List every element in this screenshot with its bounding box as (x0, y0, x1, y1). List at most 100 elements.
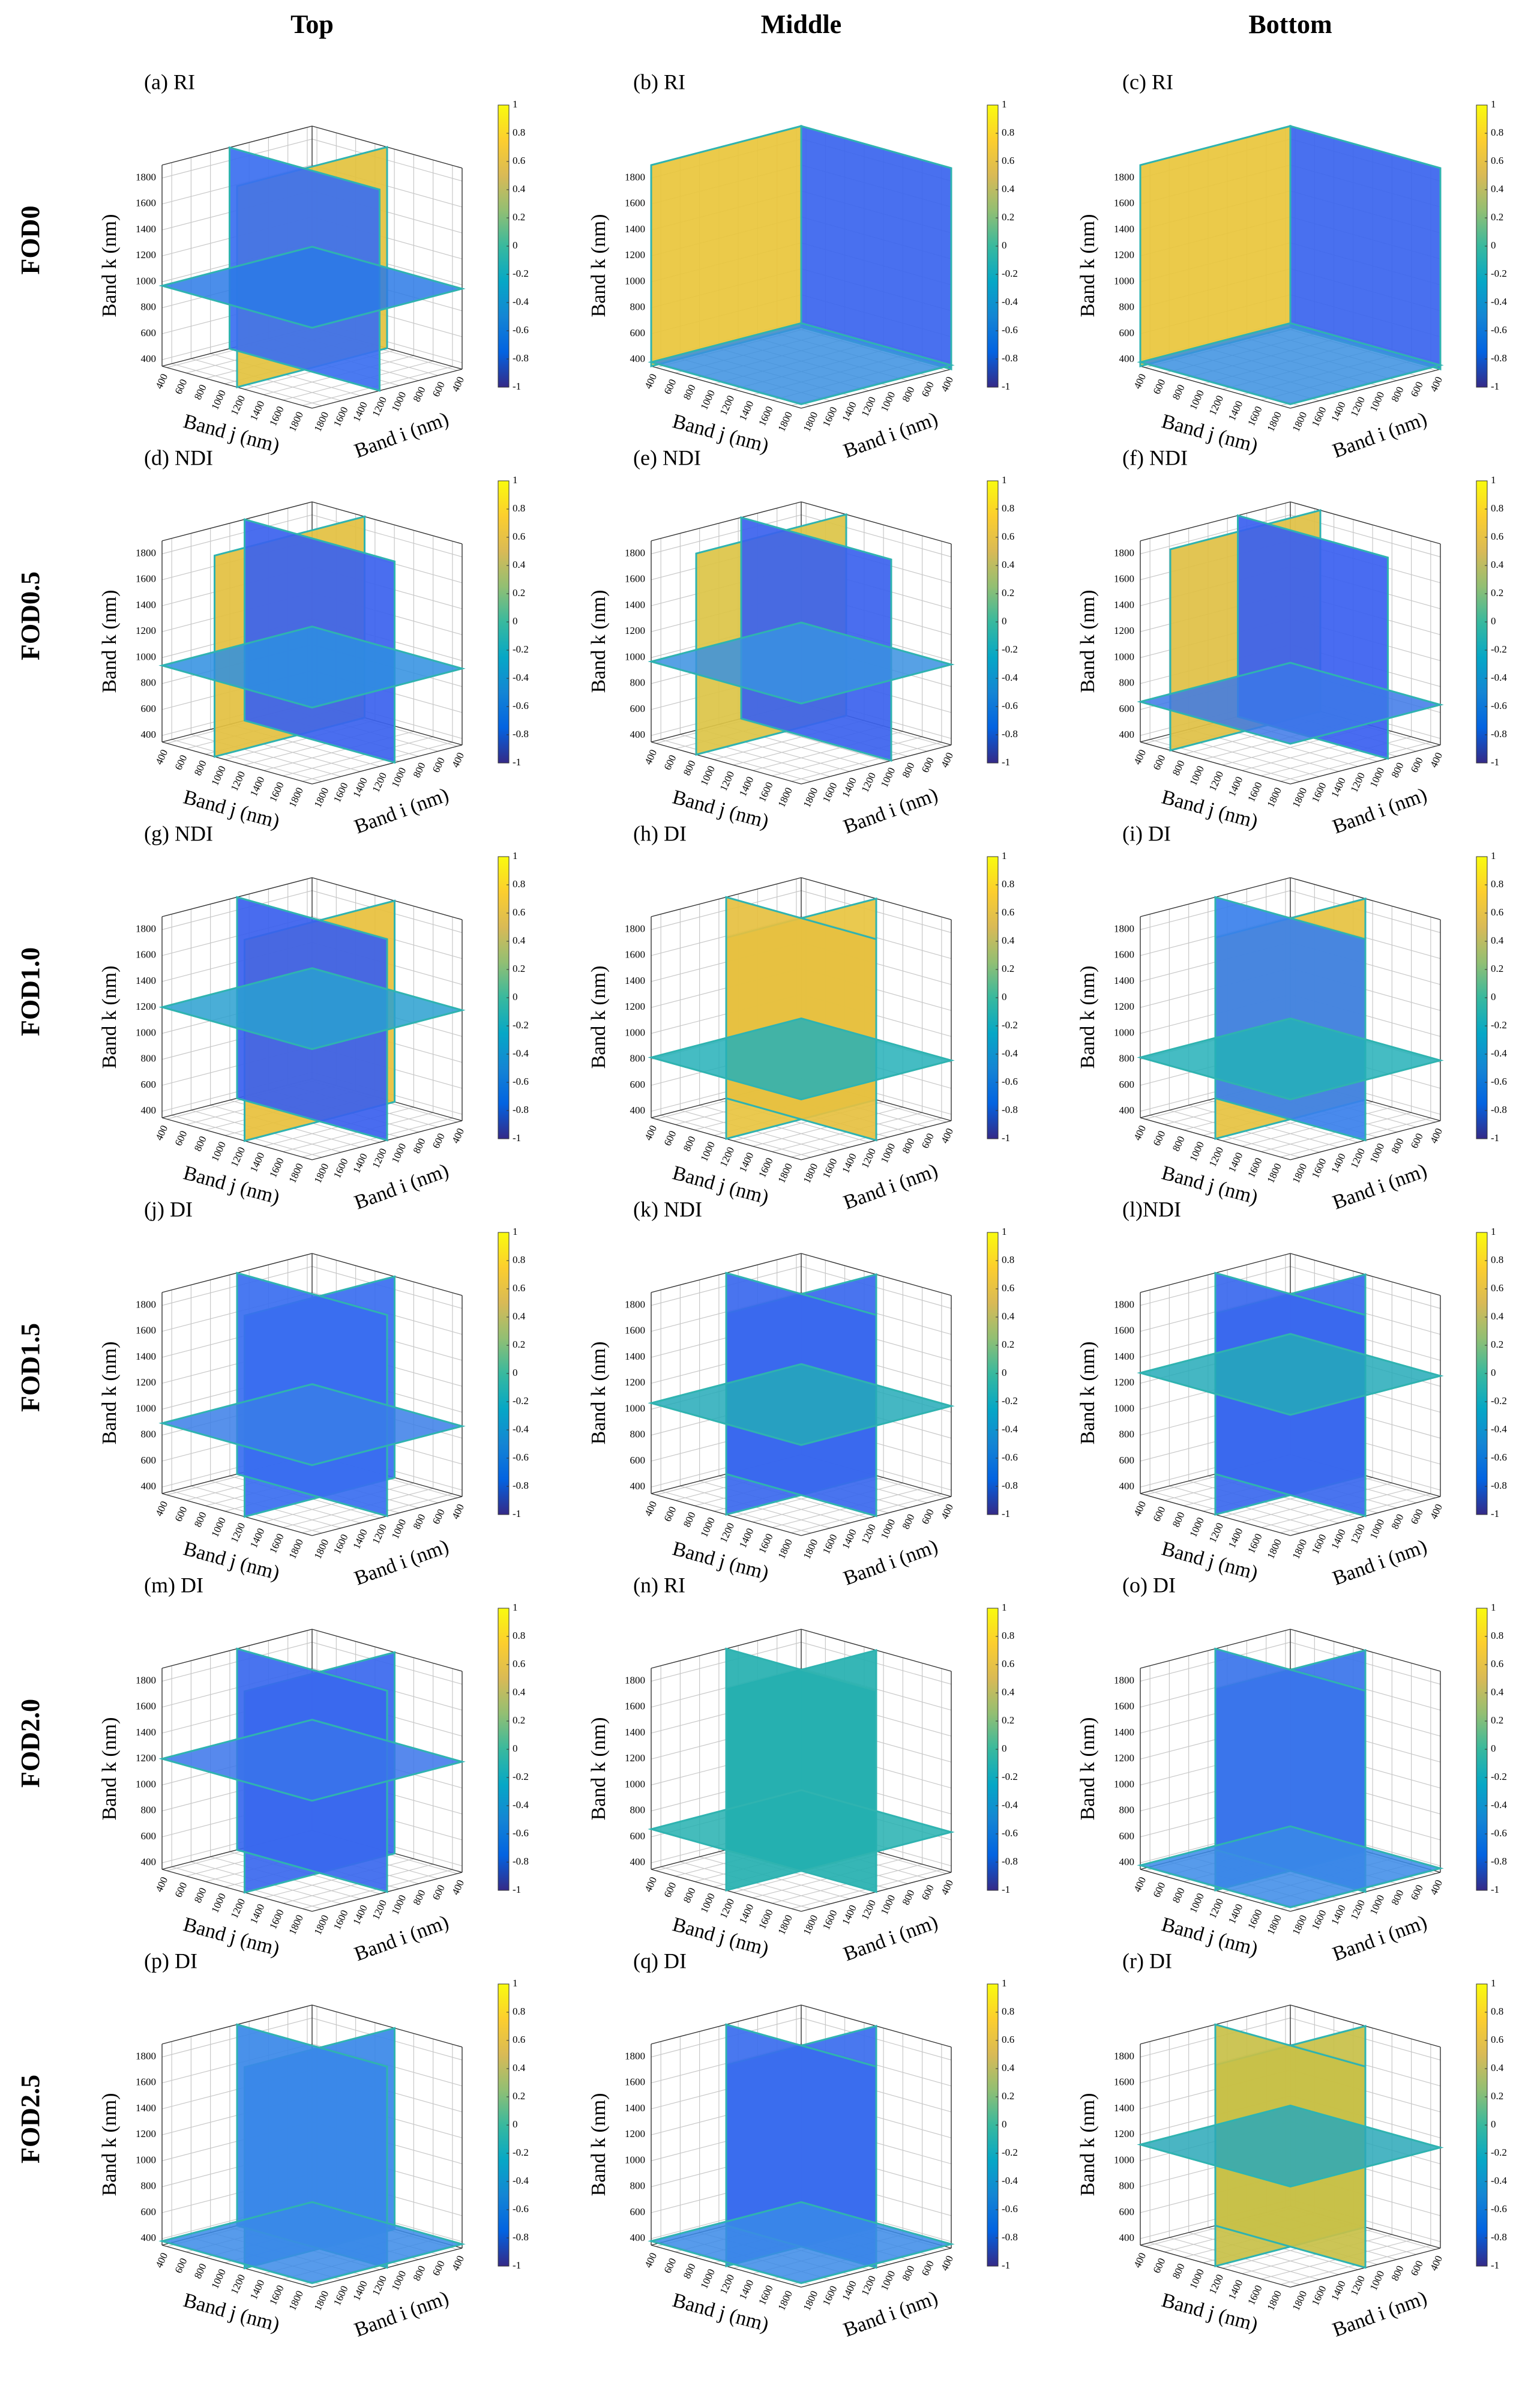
z-tick-label: 800 (1119, 1805, 1135, 1816)
z-tick-label: 1600 (136, 573, 156, 585)
z-tick-label: 1600 (136, 1325, 156, 1336)
y-tick-label: 400 (1428, 1878, 1445, 1896)
y-tick-label: 1200 (370, 1898, 389, 1922)
colorbar-tick-label: -0.6 (1491, 324, 1507, 336)
x-tick-label: 1800 (286, 1537, 305, 1561)
x-tick-label: 600 (661, 1129, 678, 1148)
y-tick-label: 1200 (1348, 1147, 1367, 1170)
z-tick-label: 1600 (625, 1325, 645, 1336)
x-tick-label: 400 (153, 2251, 170, 2270)
colorbar-tick-label: 0 (1491, 240, 1496, 251)
z-tick-label: 400 (630, 2232, 646, 2243)
x-tick-label: 1400 (737, 2278, 756, 2302)
colorbar-tick-label: 0 (513, 1367, 518, 1378)
colorbar-tick-label: -0.6 (1002, 1076, 1018, 1087)
z-axis-label: Band k (nm) (1077, 590, 1099, 693)
z-tick-label: 600 (1119, 1455, 1135, 1466)
panel-label: (p) DI (144, 1949, 197, 1973)
x-tick-label: 400 (153, 1875, 170, 1894)
x-tick-label: 800 (192, 1886, 209, 1905)
colorbar-tick-label: -0.8 (1491, 1856, 1507, 1867)
y-tick-label: 1000 (879, 390, 898, 414)
colorbar-tick-label: 0.6 (513, 1658, 525, 1669)
colorbar-tick-label: 0 (1491, 1743, 1496, 1754)
x-tick-label: 600 (661, 1505, 678, 1524)
z-tick-label: 1800 (625, 547, 645, 559)
z-tick-label: 600 (141, 2206, 157, 2218)
y-tick-label: 1000 (879, 1893, 898, 1917)
slice-k (1137, 662, 1444, 745)
z-tick-label: 1000 (625, 651, 645, 662)
box-edge (311, 369, 463, 409)
colorbar-tick-label: 0.8 (513, 1630, 525, 1641)
z-tick-label: 1400 (136, 1726, 156, 1738)
z-tick-label: 1600 (136, 2076, 156, 2088)
z-tick-label: 1400 (1114, 1351, 1134, 1362)
colorbar-tick-label: -0.4 (1491, 2175, 1507, 2186)
x-tick-label: 1600 (267, 1532, 286, 1555)
y-tick-label: 1600 (820, 781, 840, 804)
x-tick-label: 1000 (209, 1140, 228, 1163)
z-tick-label: 600 (1119, 2206, 1135, 2218)
colorbar-tick-label: -0.2 (1491, 268, 1507, 279)
y-tick-label: 600 (430, 380, 447, 399)
z-tick-label: 1200 (1114, 1001, 1134, 1012)
y-tick-label: 1200 (370, 2274, 389, 2297)
x-tick-label: 1600 (267, 780, 286, 804)
y-tick-label: 1200 (859, 1522, 878, 1546)
x-tick-label: 600 (172, 753, 189, 772)
colorbar-tick-label: -0.8 (1491, 2231, 1507, 2243)
x-tick-label: 600 (1150, 1129, 1167, 1148)
z-tick-label: 1000 (136, 651, 156, 662)
colorbar-tick-label: 0.6 (1002, 1658, 1014, 1669)
x-tick-label: 1000 (1187, 1140, 1206, 1163)
colorbar-tick-label: 0.6 (513, 1282, 525, 1294)
grid-line (1140, 514, 1291, 555)
y-tick-label: 600 (1409, 380, 1425, 399)
colorbar-tick-label: 1 (1002, 1602, 1007, 1613)
z-tick-label: 1200 (625, 2128, 645, 2139)
z-tick-label: 1800 (1114, 547, 1134, 559)
colorbar-tick-label: 0 (513, 2118, 518, 2130)
z-tick-label: 400 (141, 729, 157, 740)
z-axis-label: Band k (nm) (98, 966, 121, 1069)
colorbar-tick-label: 0.4 (1491, 935, 1504, 946)
box-edge (311, 1253, 463, 1296)
x-axis-label: Band j (nm) (1160, 2289, 1260, 2336)
colorbar-tick-label: -0.6 (1491, 1452, 1507, 1463)
box-edge (161, 741, 313, 785)
z-axis-label: Band k (nm) (588, 214, 610, 318)
x-tick-label: 1000 (1187, 388, 1206, 412)
colorbar-tick-label: 0 (1002, 1367, 1007, 1378)
x-tick-label: 1200 (718, 770, 737, 793)
x-tick-label: 1000 (1187, 764, 1206, 788)
x-tick-label: 1800 (775, 1537, 795, 1561)
z-tick-label: 400 (1119, 1480, 1135, 1492)
y-tick-label: 1600 (331, 1533, 350, 1556)
z-tick-label: 1800 (625, 1675, 645, 1686)
z-tick-label: 1400 (1114, 1726, 1134, 1738)
colorbar-tick-label: 0.6 (513, 155, 525, 166)
colorbar-tick-label: -0.6 (1002, 1827, 1018, 1839)
x-tick-label: 1200 (1207, 2273, 1226, 2296)
slice-k (648, 1789, 955, 1872)
y-tick-label: 1200 (1348, 771, 1367, 794)
y-tick-label: 1600 (331, 405, 350, 429)
y-tick-label: 800 (900, 1136, 917, 1155)
y-tick-label: 600 (1409, 756, 1425, 774)
colorbar-tick-label: 1 (1491, 850, 1496, 861)
colorbar-tick-label: 0.2 (1002, 1714, 1014, 1726)
colorbar-tick-label: -1 (513, 1132, 521, 1144)
y-tick-label: 400 (450, 2254, 466, 2272)
colorbar-tick-label: -0.8 (1002, 1480, 1018, 1491)
panel-label: (l)NDI (1122, 1197, 1181, 1221)
x-tick-label: 1800 (1265, 410, 1284, 433)
colorbar-tick-label: -0.2 (1002, 268, 1018, 279)
z-tick-label: 800 (141, 1053, 157, 1064)
colorbar-tick-label: 0.4 (513, 1686, 526, 1698)
panel-label: (r) DI (1122, 1949, 1172, 1973)
y-tick-label: 1000 (1368, 766, 1387, 789)
y-tick-label: 800 (1389, 2264, 1406, 2282)
y-tick-label: 1000 (879, 1518, 898, 1541)
